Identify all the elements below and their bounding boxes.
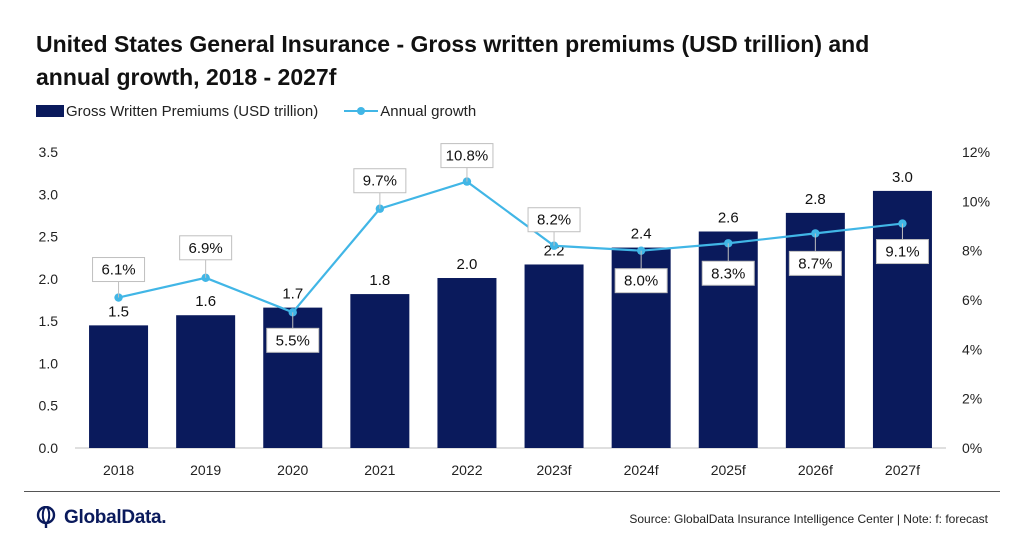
bar-value-label: 1.8 xyxy=(369,272,390,289)
bar xyxy=(89,325,149,448)
bar xyxy=(437,278,497,448)
bar-value-label: 1.5 xyxy=(108,303,129,320)
x-tick-label: 2023f xyxy=(537,462,572,478)
growth-label-box xyxy=(875,239,929,265)
y-left-tick-label: 0.0 xyxy=(39,440,59,456)
growth-line xyxy=(118,180,903,314)
y-left-tick-label: 1.5 xyxy=(39,313,59,329)
legend-item-premiums: Gross Written Premiums (USD trillion) xyxy=(36,103,318,120)
logo-text: GlobalData. xyxy=(64,507,167,528)
x-tick-label: 2026f xyxy=(798,462,833,478)
growth-label-box xyxy=(788,250,842,276)
bar-value-label: 2.0 xyxy=(457,256,478,273)
x-tick-label: 2024f xyxy=(624,462,659,478)
y-right-tick-label: 6% xyxy=(962,292,982,308)
growth-value-label: 8.7% xyxy=(798,255,832,272)
bar-value-label: 3.0 xyxy=(892,169,913,186)
y-left-tick-label: 2.0 xyxy=(39,271,59,287)
legend-label-premiums: Gross Written Premiums (USD trillion) xyxy=(66,102,319,120)
x-tick-label: 2021 xyxy=(364,462,395,478)
legend-item-growth: Annual growth xyxy=(344,103,476,120)
x-tick-label: 2020 xyxy=(277,462,308,478)
growth-value-label: 8.0% xyxy=(624,273,658,290)
bar-value-label: 2.4 xyxy=(631,226,652,243)
growth-label-box xyxy=(179,235,233,261)
bar-value-label: 2.8 xyxy=(805,191,826,208)
x-tick-label: 2019 xyxy=(190,462,221,478)
legend: Gross Written Premiums (USD trillion) An… xyxy=(36,101,502,121)
y-left-tick-label: 2.5 xyxy=(39,229,59,245)
growth-value-label: 9.1% xyxy=(885,244,919,261)
y-left-tick-label: 3.5 xyxy=(39,144,59,160)
globaldata-logo: GlobalData. xyxy=(34,506,167,530)
legend-bar-swatch xyxy=(36,105,64,117)
y-right-tick-label: 4% xyxy=(962,341,982,357)
x-tick-label: 2025f xyxy=(711,462,746,478)
x-tick-label: 2027f xyxy=(885,462,920,478)
growth-point xyxy=(288,308,297,317)
growth-label-box xyxy=(266,327,320,353)
y-right-tick-label: 0% xyxy=(962,440,982,456)
x-tick-label: 2018 xyxy=(103,462,134,478)
bar xyxy=(176,315,236,448)
growth-label-box xyxy=(440,143,494,169)
bar-value-label: 2.6 xyxy=(718,209,739,226)
growth-value-label: 9.7% xyxy=(363,173,397,190)
y-left-tick-label: 0.5 xyxy=(39,398,59,414)
y-right-tick-label: 10% xyxy=(962,193,990,209)
legend-line-swatch xyxy=(344,105,379,117)
y-left-tick-label: 3.0 xyxy=(39,186,59,202)
x-tick-label: 2022 xyxy=(451,462,482,478)
growth-label-box xyxy=(614,268,668,294)
y-right-tick-label: 2% xyxy=(962,391,982,407)
y-right-tick-label: 8% xyxy=(962,243,982,259)
y-left-tick-label: 1.0 xyxy=(39,355,59,371)
chart-title: United States General Insurance - Gross … xyxy=(36,31,870,90)
footer-divider xyxy=(24,491,1000,492)
y-right-tick-label: 12% xyxy=(962,144,990,160)
bar xyxy=(524,264,584,448)
growth-label-box xyxy=(353,168,407,194)
growth-value-label: 10.8% xyxy=(446,148,489,165)
globaldata-logo-icon xyxy=(36,506,56,528)
source-note: Source: GlobalData Insurance Intelligenc… xyxy=(629,512,988,526)
growth-value-label: 6.1% xyxy=(101,262,135,279)
bar-value-label: 1.7 xyxy=(282,286,303,303)
growth-label-box xyxy=(527,207,581,233)
growth-label-box xyxy=(92,257,146,283)
growth-value-label: 5.5% xyxy=(276,332,310,349)
growth-value-label: 8.3% xyxy=(711,265,745,282)
growth-value-label: 8.2% xyxy=(537,212,571,229)
growth-label-box xyxy=(701,260,755,286)
legend-label-growth: Annual growth xyxy=(380,102,477,120)
bar xyxy=(350,294,410,448)
growth-value-label: 6.9% xyxy=(189,240,223,257)
bar-value-label: 1.6 xyxy=(195,293,216,310)
